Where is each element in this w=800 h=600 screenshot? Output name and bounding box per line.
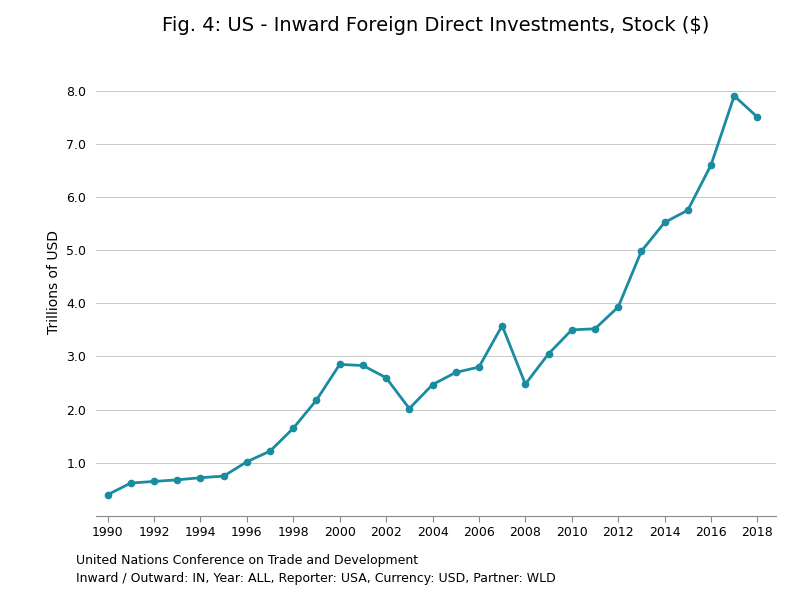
Text: Inward / Outward: IN, Year: ALL, Reporter: USA, Currency: USD, Partner: WLD: Inward / Outward: IN, Year: ALL, Reporte… (76, 572, 556, 585)
Text: United Nations Conference on Trade and Development: United Nations Conference on Trade and D… (76, 554, 418, 567)
Y-axis label: Trillions of USD: Trillions of USD (46, 230, 61, 334)
Title: Fig. 4: US - Inward Foreign Direct Investments, Stock ($): Fig. 4: US - Inward Foreign Direct Inves… (162, 16, 710, 35)
